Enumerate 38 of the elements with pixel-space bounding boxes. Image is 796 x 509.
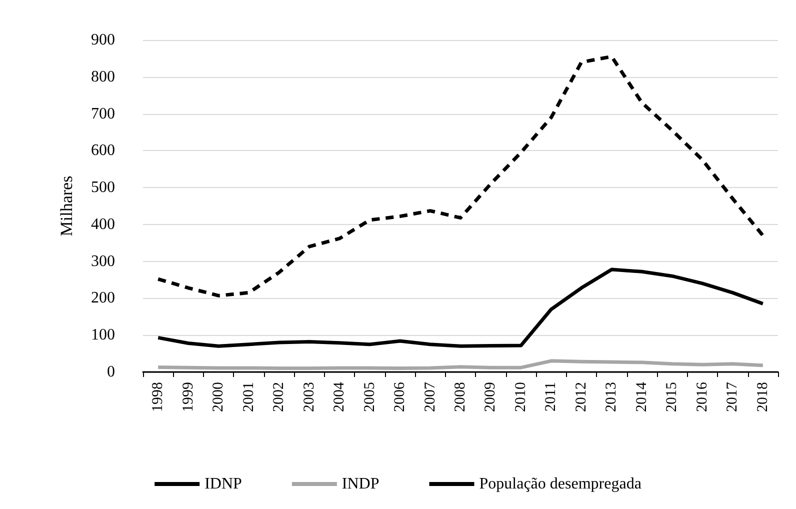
x-tick-label: 2016 [694,382,710,412]
y-tick-label: 600 [91,142,115,160]
x-tick-label: 1999 [180,382,196,412]
x-tick-label: 2004 [332,382,348,412]
x-tick-label: 2005 [362,382,378,412]
x-tick-label: 2000 [210,382,227,412]
x-tick-label: 2009 [482,382,499,412]
y-tick-label: 300 [91,252,115,270]
x-tick-label: 2002 [271,382,288,412]
y-tick-label: 700 [91,105,115,122]
y-tick-label: 0 [107,364,115,380]
x-tick-label: 2001 [240,382,257,412]
x-tick-label: 2010 [512,382,529,412]
line-series [156,268,765,348]
x-tick-label: 2007 [422,382,438,412]
legend-label: População desempregada [479,476,642,492]
y-tick-label: 900 [91,32,115,48]
y-tick-label: 200 [91,290,115,307]
x-tick-label: 2015 [664,382,680,412]
legend-label: IDNP [204,476,242,492]
y-tick-label: 400 [91,216,115,233]
x-tick-label: 2013 [604,382,620,412]
x-tick-label: 2017 [724,382,741,412]
x-tick-label: 1998 [150,382,166,412]
x-tick-label: 2011 [543,382,560,412]
x-tick-label: 2018 [754,382,771,412]
line-series [156,359,765,370]
y-tick-label: 800 [91,68,115,86]
y-tick-label: 500 [91,179,115,196]
x-tick-label: 2014 [634,382,650,412]
line-series [156,54,765,298]
y-axis-title: Milhares [57,176,76,236]
x-tick-label: 2012 [573,382,590,412]
legend-label: INDP [342,476,380,492]
y-tick-label: 100 [91,326,115,344]
x-tick-label: 2008 [452,382,468,412]
x-tick-label: 2006 [392,382,408,412]
x-tick-label: 2003 [301,382,318,412]
